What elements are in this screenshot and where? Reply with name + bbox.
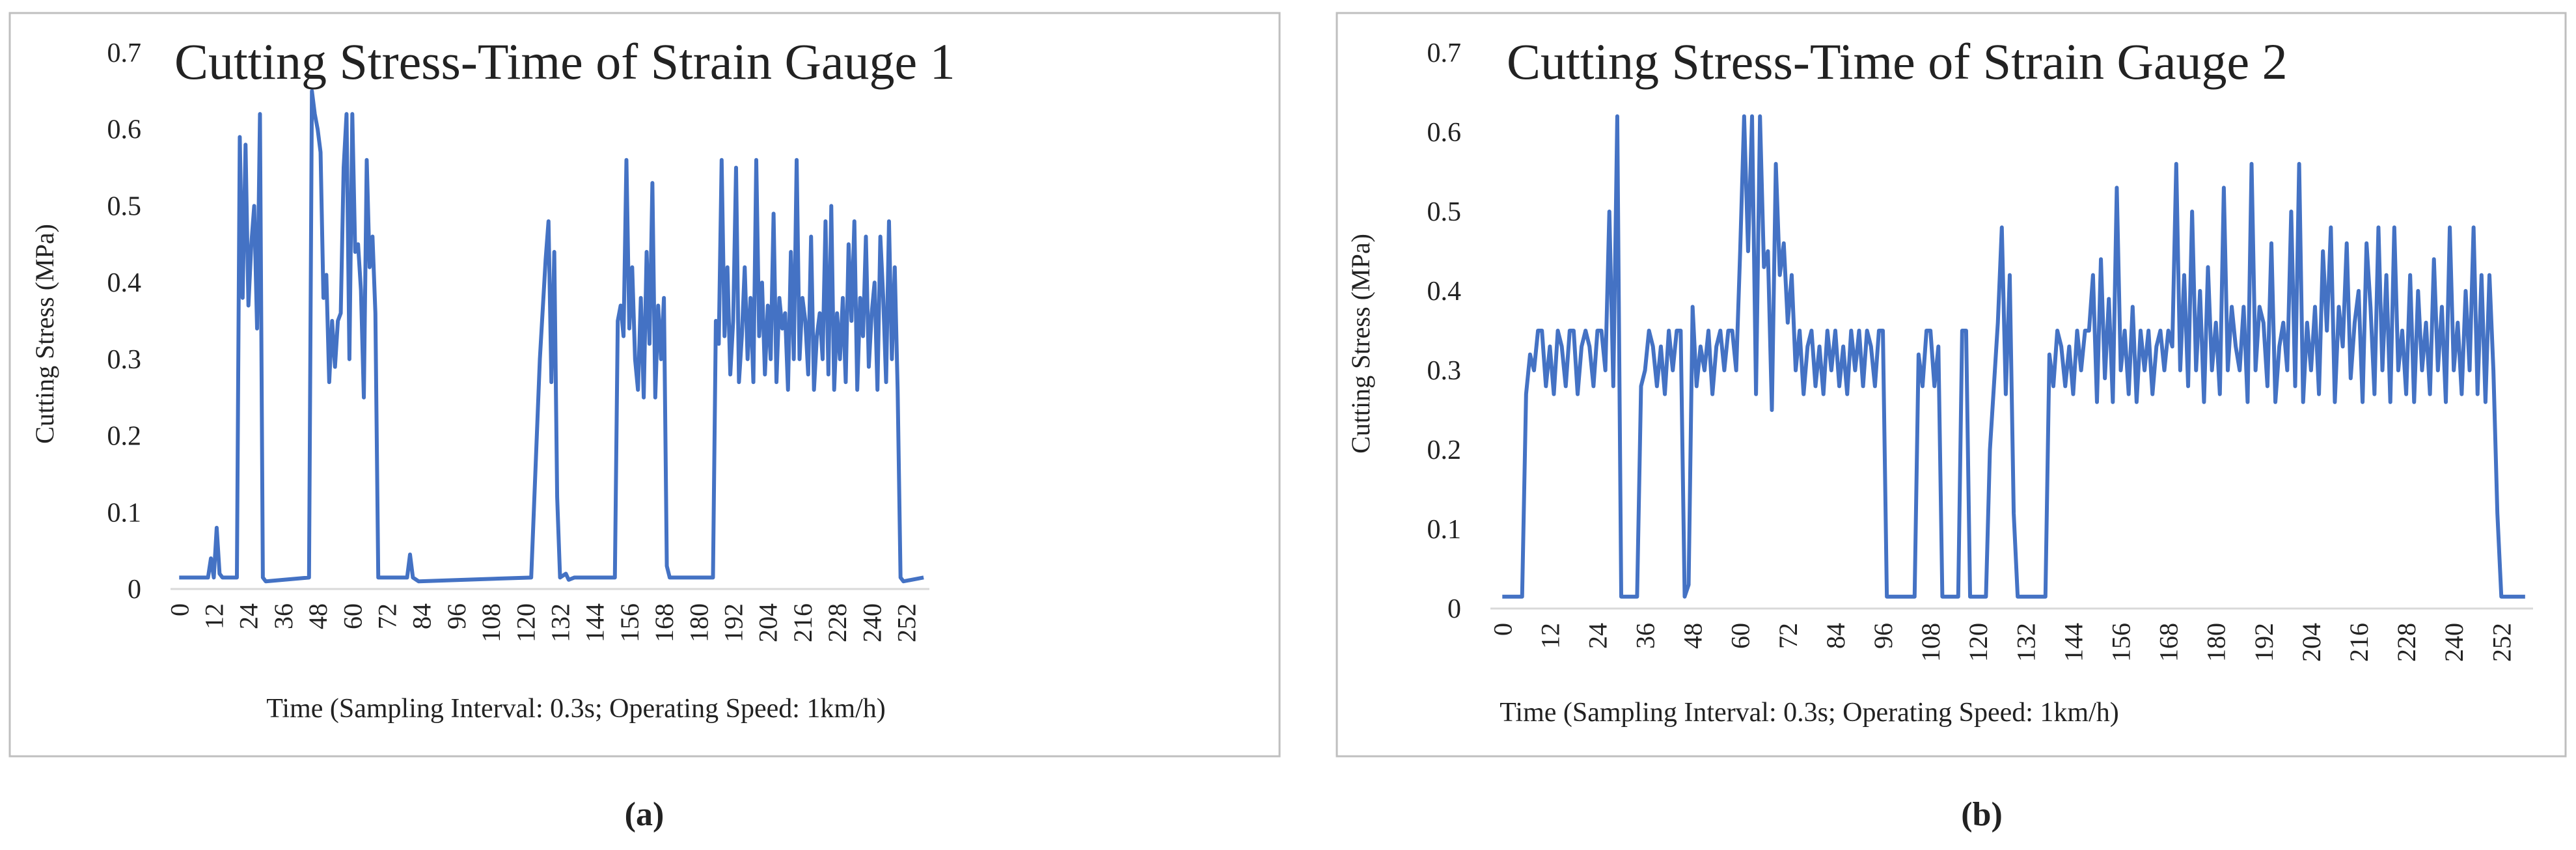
y-axis-label: Cutting Stress (MPa) [30,224,59,444]
panel-caption: (a) [625,796,665,833]
x-axis-label: Time (Sampling Interval: 0.3s; Operating… [1500,698,2119,728]
y-tick-label: 0.2 [1427,435,1462,465]
x-tick-label: 72 [1774,623,1803,649]
x-axis-label: Time (Sampling Interval: 0.3s; Operating… [266,694,886,724]
x-tick-label: 24 [234,603,264,629]
x-tick-label: 180 [684,603,713,642]
panel-frame [1336,12,2567,758]
x-tick-label: 36 [1631,623,1660,649]
y-axis-label: Cutting Stress (MPa) [1346,234,1375,454]
y-tick-label: 0.7 [107,38,142,68]
y-tick-label: 0.2 [107,422,142,452]
x-tick-label: 84 [1821,623,1850,649]
y-tick-label: 0 [1447,594,1461,624]
x-tick-label: 168 [650,603,679,642]
y-tick-label: 0.5 [107,191,142,221]
y-tick-label: 0.6 [107,115,142,145]
y-tick-label: 0.3 [107,345,142,375]
x-tick-label: 132 [546,603,575,642]
x-tick-label: 192 [719,603,748,642]
y-tick-label: 0.7 [1427,38,1462,68]
x-tick-label: 144 [581,603,610,642]
x-tick-label: 24 [1583,623,1612,649]
x-tick-label: 96 [442,603,471,629]
x-tick-label: 108 [476,603,506,642]
panel-caption: (b) [1961,796,2003,833]
x-tick-label: 120 [1964,623,1993,662]
x-tick-label: 84 [407,603,437,629]
y-tick-label: 0.3 [1427,356,1462,386]
y-tick-label: 0.5 [1427,197,1462,227]
x-tick-label: 228 [2392,623,2421,662]
x-tick-label: 168 [2154,623,2184,662]
x-tick-label: 132 [2011,623,2040,662]
x-tick-label: 216 [2344,623,2374,662]
x-tick-label: 96 [1869,623,1898,649]
x-tick-label: 108 [1916,623,1945,662]
x-tick-label: 72 [373,603,402,629]
data-line [1502,114,2525,599]
x-tick-label: 240 [2439,623,2469,662]
x-tick-label: 180 [2202,623,2231,662]
x-tick-label: 120 [511,603,540,642]
x-tick-label: 144 [2059,623,2088,662]
x-tick-label: 192 [2249,623,2279,662]
x-tick-label: 252 [2487,623,2516,662]
x-tick-label: 48 [303,603,333,629]
y-tick-label: 0.1 [107,498,142,528]
x-tick-label: 60 [338,603,367,629]
x-tick-label: 252 [892,603,922,642]
x-tick-label: 156 [2107,623,2136,662]
x-tick-label: 48 [1679,623,1708,649]
x-tick-label: 204 [754,603,783,642]
x-tick-label: 0 [165,603,194,616]
chart-title: Cutting Stress-Time of Strain Gauge 2 [1507,33,2288,90]
x-tick-label: 240 [857,603,886,642]
x-tick-label: 60 [1726,623,1755,649]
x-tick-label: 0 [1488,623,1517,636]
x-tick-label: 156 [615,603,644,642]
chart-title: Cutting Stress-Time of Strain Gauge 1 [174,33,955,90]
y-tick-label: 0.6 [1427,118,1462,148]
x-tick-label: 228 [823,603,852,642]
y-tick-label: 0.1 [1427,515,1462,545]
y-tick-label: 0.4 [107,268,142,298]
data-line [179,89,924,584]
x-tick-label: 204 [2297,623,2326,662]
y-tick-label: 0.4 [1427,277,1462,307]
x-tick-label: 36 [269,603,298,629]
x-tick-label: 12 [200,603,229,629]
x-tick-label: 12 [1535,623,1565,649]
x-tick-label: 216 [788,603,817,642]
y-tick-label: 0 [128,575,141,605]
